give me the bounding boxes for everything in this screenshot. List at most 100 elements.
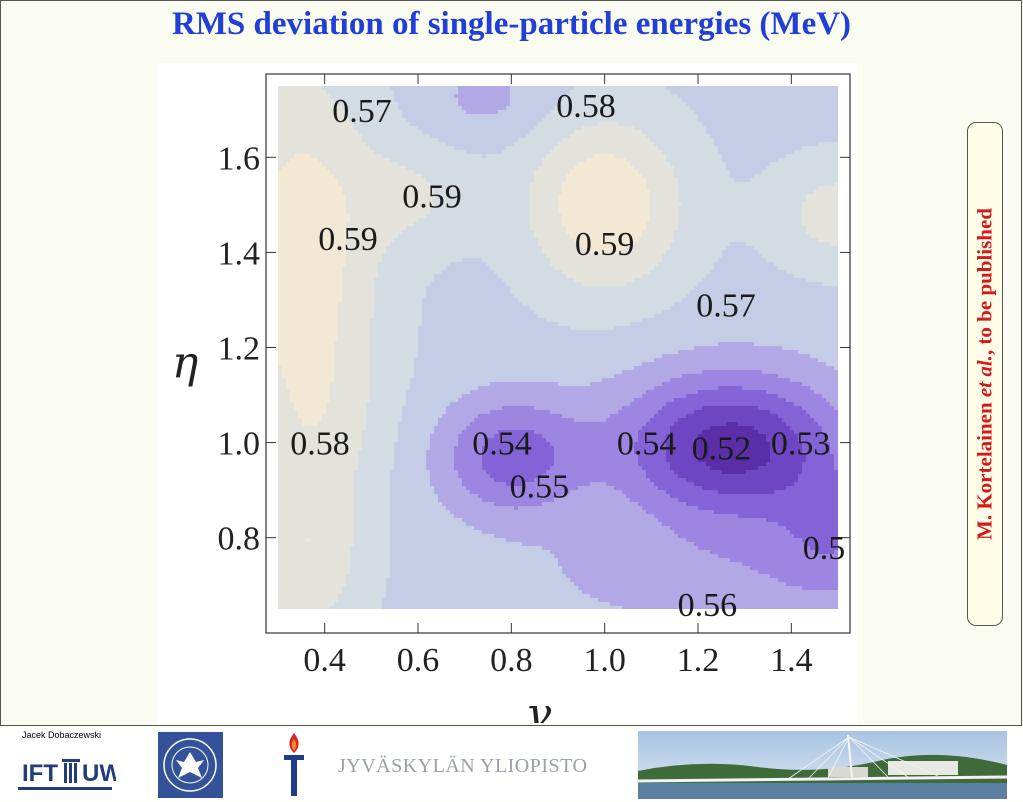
contour-cell [394,174,399,179]
contour-cell [410,522,415,527]
contour-cell [294,514,299,519]
contour-cell [322,194,327,199]
contour-cell [362,330,367,335]
contour-cell [394,242,399,247]
contour-cell [330,558,335,563]
contour-cell [422,494,427,499]
contour-cell [358,558,363,563]
contour-cell [282,498,287,503]
contour-cell [374,106,379,111]
contour-cell [426,490,431,495]
contour-cell [334,598,339,603]
contour-cell [302,298,307,303]
contour-cell [298,434,303,439]
contour-cell [282,366,287,371]
contour-cell [374,470,379,475]
contour-cell [418,522,423,527]
contour-cell [294,98,299,103]
contour-cell [370,178,375,183]
contour-cell [298,298,303,303]
contour-cell [278,318,283,323]
contour-cell [362,110,367,115]
contour-cell [370,90,375,95]
contour-cell [398,182,403,187]
contour-cell [398,346,403,351]
contour-cell [346,118,351,123]
contour-cell [350,534,355,539]
contour-cell [298,462,303,467]
contour-cell [318,602,323,607]
contour-cell [406,186,411,191]
contour-cell [294,170,299,175]
contour-cell [350,146,355,151]
contour-cell [278,510,283,515]
contour-cell [346,98,351,103]
contour-cell [350,382,355,387]
contour-cell [370,350,375,355]
contour-cell [318,446,323,451]
contour-cell [414,178,419,183]
contour-cell [286,354,291,359]
contour-cell [350,506,355,511]
contour-cell [366,166,371,171]
contour-cell [354,186,359,191]
contour-cell [350,386,355,391]
contour-cell [358,166,363,171]
contour-cell [406,154,411,159]
contour-cell [326,146,331,151]
contour-cell [298,186,303,191]
contour-cell [358,590,363,595]
contour-cell [282,254,287,259]
contour-cell [330,202,335,207]
contour-cell [350,558,355,563]
contour-cell [286,482,291,487]
contour-cell [394,326,399,331]
contour-cell [334,378,339,383]
contour-cell [322,542,327,547]
contour-cell [314,454,319,459]
contour-cell [278,122,283,127]
contour-cell [382,418,387,423]
contour-cell [370,538,375,543]
contour-cell [418,574,423,579]
contour-cell [318,342,323,347]
contour-cell [378,442,383,447]
contour-cell [298,370,303,375]
contour-cell [406,226,411,231]
contour-cell [342,258,347,263]
contour-cell [294,206,299,211]
contour-cell [298,178,303,183]
contour-cell [418,170,423,175]
contour-cell [402,514,407,519]
contour-cell [330,394,335,399]
contour-cell [330,398,335,403]
contour-cell [330,486,335,491]
contour-cell [318,578,323,583]
contour-cell [418,498,423,503]
contour-cell [414,174,419,179]
contour-cell [390,594,395,599]
contour-cell [334,454,339,459]
contour-cell [334,438,339,443]
contour-cell [334,558,339,563]
contour-cell [386,106,391,111]
contour-cell [350,462,355,467]
contour-cell [366,490,371,495]
contour-cell [410,118,415,123]
contour-cell [334,278,339,283]
contour-cell [382,406,387,411]
contour-cell [410,594,415,599]
contour-cell [354,158,359,163]
contour-cell [414,398,419,403]
contour-cell [390,402,395,407]
contour-cell [414,314,419,319]
contour-cell [374,306,379,311]
contour-cell [278,358,283,363]
contour-cell [358,130,363,135]
contour-cell [282,510,287,515]
contour-cell [302,450,307,455]
contour-cell [306,290,311,295]
contour-cell [406,566,411,571]
contour-cell [318,270,323,275]
contour-cell [366,194,371,199]
